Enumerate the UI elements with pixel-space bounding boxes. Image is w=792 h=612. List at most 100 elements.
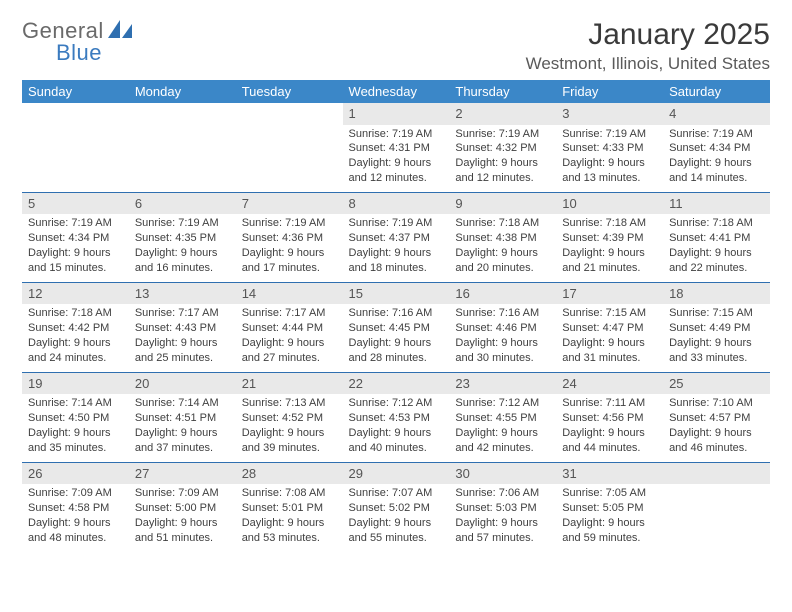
daylight-text: Daylight: 9 hours [455, 246, 550, 261]
sunset-text: Sunset: 4:51 PM [135, 411, 230, 426]
daylight-text: Daylight: 9 hours [669, 156, 764, 171]
sunset-text: Sunset: 5:05 PM [562, 501, 657, 516]
day-detail-cell: Sunrise: 7:14 AMSunset: 4:51 PMDaylight:… [129, 394, 236, 462]
day-detail-cell: Sunrise: 7:18 AMSunset: 4:39 PMDaylight:… [556, 214, 663, 282]
day-detail-cell [236, 125, 343, 193]
day-detail-cell: Sunrise: 7:19 AMSunset: 4:37 PMDaylight:… [343, 214, 450, 282]
day-number-cell: 18 [663, 282, 770, 304]
day-detail-cell: Sunrise: 7:12 AMSunset: 4:55 PMDaylight:… [449, 394, 556, 462]
sunset-text: Sunset: 4:47 PM [562, 321, 657, 336]
daylight-text: and 35 minutes. [28, 441, 123, 456]
sunrise-text: Sunrise: 7:18 AM [669, 216, 764, 231]
day-detail-row: Sunrise: 7:14 AMSunset: 4:50 PMDaylight:… [22, 394, 770, 462]
sunset-text: Sunset: 4:45 PM [349, 321, 444, 336]
weekday-header: Tuesday [236, 80, 343, 103]
sunrise-text: Sunrise: 7:06 AM [455, 486, 550, 501]
sunset-text: Sunset: 4:49 PM [669, 321, 764, 336]
daylight-text: and 33 minutes. [669, 351, 764, 366]
daylight-text: Daylight: 9 hours [28, 516, 123, 531]
sunrise-text: Sunrise: 7:14 AM [28, 396, 123, 411]
daylight-text: Daylight: 9 hours [242, 426, 337, 441]
day-number-cell: 6 [129, 192, 236, 214]
day-number-cell: 10 [556, 192, 663, 214]
day-number-cell: 21 [236, 372, 343, 394]
sunrise-text: Sunrise: 7:16 AM [349, 306, 444, 321]
daylight-text: Daylight: 9 hours [28, 246, 123, 261]
daylight-text: Daylight: 9 hours [242, 336, 337, 351]
sunrise-text: Sunrise: 7:17 AM [135, 306, 230, 321]
daylight-text: Daylight: 9 hours [349, 156, 444, 171]
daylight-text: and 59 minutes. [562, 531, 657, 546]
daylight-text: and 18 minutes. [349, 261, 444, 276]
daylight-text: and 31 minutes. [562, 351, 657, 366]
daylight-text: Daylight: 9 hours [242, 246, 337, 261]
sunset-text: Sunset: 4:53 PM [349, 411, 444, 426]
daylight-text: and 39 minutes. [242, 441, 337, 456]
daylight-text: and 37 minutes. [135, 441, 230, 456]
day-detail-row: Sunrise: 7:19 AMSunset: 4:31 PMDaylight:… [22, 125, 770, 193]
daylight-text: and 24 minutes. [28, 351, 123, 366]
sunrise-text: Sunrise: 7:12 AM [455, 396, 550, 411]
day-detail-cell: Sunrise: 7:18 AMSunset: 4:38 PMDaylight:… [449, 214, 556, 282]
sunrise-text: Sunrise: 7:05 AM [562, 486, 657, 501]
sunset-text: Sunset: 4:37 PM [349, 231, 444, 246]
day-detail-cell [663, 484, 770, 551]
day-number-cell [129, 103, 236, 125]
daylight-text: and 14 minutes. [669, 171, 764, 186]
day-detail-cell: Sunrise: 7:07 AMSunset: 5:02 PMDaylight:… [343, 484, 450, 551]
day-detail-cell: Sunrise: 7:19 AMSunset: 4:32 PMDaylight:… [449, 125, 556, 193]
sunrise-text: Sunrise: 7:18 AM [28, 306, 123, 321]
day-detail-cell: Sunrise: 7:19 AMSunset: 4:31 PMDaylight:… [343, 125, 450, 193]
daylight-text: Daylight: 9 hours [562, 426, 657, 441]
sunset-text: Sunset: 4:32 PM [455, 141, 550, 156]
day-number-cell: 8 [343, 192, 450, 214]
daylight-text: and 15 minutes. [28, 261, 123, 276]
day-detail-cell: Sunrise: 7:19 AMSunset: 4:34 PMDaylight:… [22, 214, 129, 282]
daylight-text: Daylight: 9 hours [349, 516, 444, 531]
weekday-header-row: Sunday Monday Tuesday Wednesday Thursday… [22, 80, 770, 103]
sunrise-text: Sunrise: 7:19 AM [455, 127, 550, 142]
sunrise-text: Sunrise: 7:19 AM [349, 127, 444, 142]
day-detail-cell: Sunrise: 7:14 AMSunset: 4:50 PMDaylight:… [22, 394, 129, 462]
day-detail-cell: Sunrise: 7:17 AMSunset: 4:43 PMDaylight:… [129, 304, 236, 372]
sunrise-text: Sunrise: 7:18 AM [562, 216, 657, 231]
sunrise-text: Sunrise: 7:19 AM [562, 127, 657, 142]
daylight-text: Daylight: 9 hours [562, 246, 657, 261]
daylight-text: and 17 minutes. [242, 261, 337, 276]
day-number-cell: 22 [343, 372, 450, 394]
sunrise-text: Sunrise: 7:10 AM [669, 396, 764, 411]
sunrise-text: Sunrise: 7:17 AM [242, 306, 337, 321]
sunrise-text: Sunrise: 7:14 AM [135, 396, 230, 411]
day-number-row: 19202122232425 [22, 372, 770, 394]
sunset-text: Sunset: 4:44 PM [242, 321, 337, 336]
sunrise-text: Sunrise: 7:16 AM [455, 306, 550, 321]
daylight-text: Daylight: 9 hours [562, 156, 657, 171]
daylight-text: Daylight: 9 hours [669, 336, 764, 351]
daylight-text: and 25 minutes. [135, 351, 230, 366]
weekday-header: Monday [129, 80, 236, 103]
day-detail-cell: Sunrise: 7:18 AMSunset: 4:41 PMDaylight:… [663, 214, 770, 282]
day-detail-cell: Sunrise: 7:09 AMSunset: 4:58 PMDaylight:… [22, 484, 129, 551]
day-number-cell: 27 [129, 462, 236, 484]
day-detail-cell: Sunrise: 7:09 AMSunset: 5:00 PMDaylight:… [129, 484, 236, 551]
calendar-table: Sunday Monday Tuesday Wednesday Thursday… [22, 80, 770, 552]
day-number-cell: 19 [22, 372, 129, 394]
day-number-cell: 23 [449, 372, 556, 394]
day-number-cell: 14 [236, 282, 343, 304]
daylight-text: and 16 minutes. [135, 261, 230, 276]
day-number-row: 262728293031 [22, 462, 770, 484]
sunrise-text: Sunrise: 7:09 AM [135, 486, 230, 501]
sunrise-text: Sunrise: 7:19 AM [28, 216, 123, 231]
location-text: Westmont, Illinois, United States [526, 54, 770, 74]
daylight-text: and 57 minutes. [455, 531, 550, 546]
day-detail-cell: Sunrise: 7:19 AMSunset: 4:36 PMDaylight:… [236, 214, 343, 282]
day-detail-cell: Sunrise: 7:05 AMSunset: 5:05 PMDaylight:… [556, 484, 663, 551]
day-detail-row: Sunrise: 7:09 AMSunset: 4:58 PMDaylight:… [22, 484, 770, 551]
day-number-cell: 15 [343, 282, 450, 304]
weekday-header: Thursday [449, 80, 556, 103]
sunset-text: Sunset: 4:41 PM [669, 231, 764, 246]
sunrise-text: Sunrise: 7:13 AM [242, 396, 337, 411]
title-block: January 2025 Westmont, Illinois, United … [526, 18, 770, 74]
weekday-header: Saturday [663, 80, 770, 103]
day-number-cell: 12 [22, 282, 129, 304]
